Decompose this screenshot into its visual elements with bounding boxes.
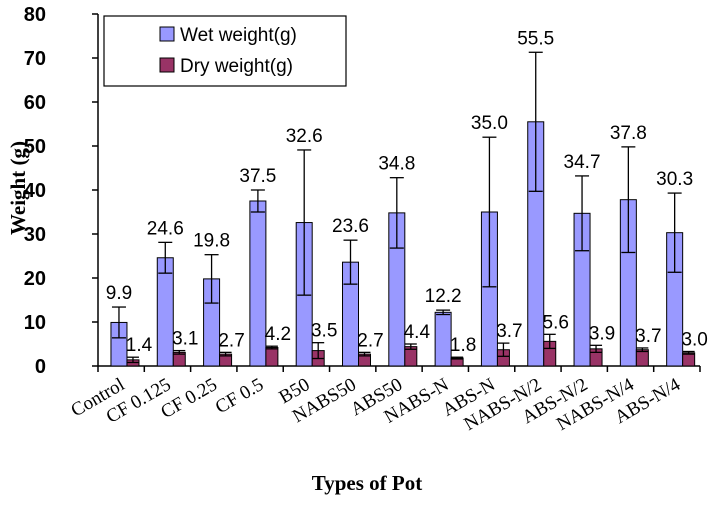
bar-wet-weight [156, 257, 174, 367]
bars [110, 121, 696, 367]
data-label-dry: 3.9 [589, 323, 615, 344]
data-label-wet: 12.2 [425, 286, 462, 307]
y-tick-label: 20 [24, 268, 46, 290]
legend-swatch [159, 26, 175, 42]
y-tick-label: 80 [24, 4, 46, 26]
data-label-wet: 19.8 [193, 231, 230, 252]
data-label-dry: 4.4 [404, 322, 431, 343]
data-label-dry: 1.4 [126, 335, 153, 356]
x-tick-label: CF 0.5 [212, 374, 267, 418]
data-label-wet: 55.5 [517, 28, 554, 49]
legend-swatch [159, 57, 175, 73]
data-label-dry: 1.8 [450, 335, 476, 356]
legend-label: Wet weight(g) [180, 25, 297, 46]
y-tick-labels: 0 10 20 30 40 50 60 70 80 [24, 4, 46, 378]
data-labels: 9.9 1.4 24.6 3.1 19.8 2.7 37.5 4.2 32.6 3.5 23.6 2.… [106, 28, 708, 356]
data-label-dry: 2.7 [357, 330, 383, 351]
bar-dry-weight [265, 347, 279, 367]
data-label-dry: 2.7 [218, 330, 244, 351]
x-axis-title: Types of Pot [312, 471, 422, 495]
data-label-wet: 9.9 [106, 283, 132, 304]
y-tick-label: 60 [24, 92, 46, 114]
data-label-wet: 37.5 [239, 166, 276, 187]
bar-dry-weight [682, 352, 696, 367]
bar-wet-weight [249, 200, 267, 367]
error-bars [111, 51, 695, 364]
data-label-wet: 35.0 [471, 113, 508, 134]
data-label-wet: 23.6 [332, 216, 369, 237]
data-label-wet: 30.3 [656, 169, 693, 190]
y-tick-label: 50 [24, 136, 46, 158]
data-label-dry: 4.2 [265, 324, 291, 345]
y-tick-label: 10 [24, 312, 46, 334]
data-label-dry: 5.6 [543, 312, 569, 333]
data-label-dry: 3.1 [172, 329, 198, 350]
data-label-dry: 3.5 [311, 321, 337, 342]
data-label-dry: 3.0 [681, 329, 707, 350]
legend-label: Dry weight(g) [180, 56, 293, 77]
data-label-wet: 34.8 [378, 154, 415, 175]
y-tick-label: 0 [35, 356, 46, 378]
data-label-wet: 37.8 [610, 123, 647, 144]
y-tick-label: 30 [24, 224, 46, 246]
legend-box [103, 15, 347, 87]
bar-wet-weight [434, 311, 452, 367]
bar-dry-weight [635, 349, 649, 367]
data-label-wet: 34.7 [564, 152, 601, 173]
data-label-wet: 24.6 [147, 218, 184, 239]
y-axis-title: Weight (g) [6, 141, 30, 235]
y-tick-label: 70 [24, 48, 46, 70]
data-label-wet: 32.6 [286, 126, 323, 147]
data-label-dry: 3.7 [635, 326, 661, 347]
y-tick-label: 40 [24, 180, 46, 202]
legend: Wet weight(g) Dry weight(g) [103, 15, 347, 87]
data-label-dry: 3.7 [496, 321, 522, 342]
